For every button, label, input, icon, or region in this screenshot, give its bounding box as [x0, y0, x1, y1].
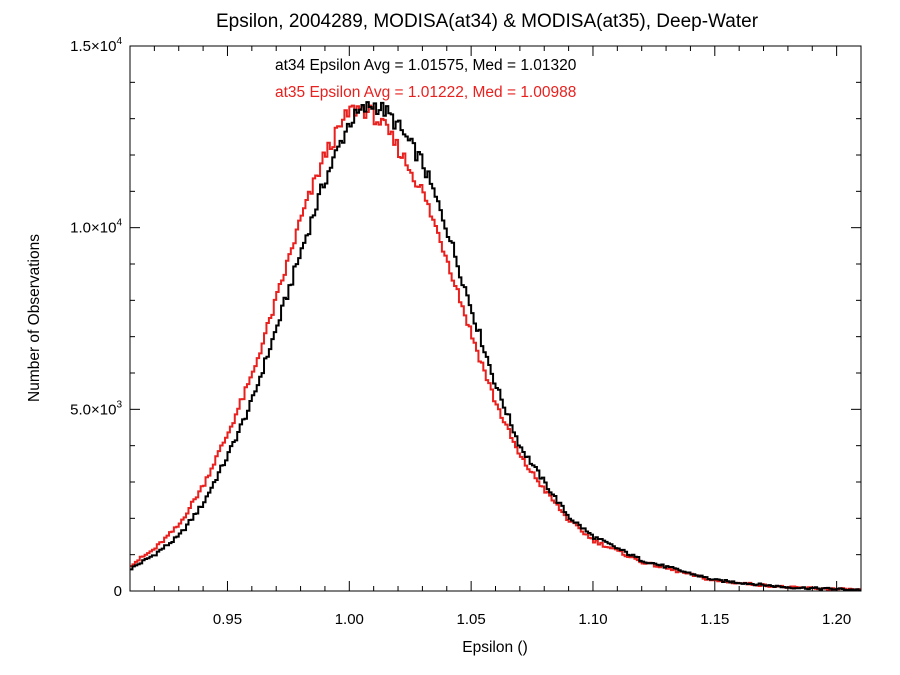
y-axis-label: Number of Observations: [26, 234, 43, 402]
y-tick-label: 0: [114, 583, 122, 600]
x-tick-label: 1.20: [822, 611, 851, 628]
y-tick-mantissa: 1.0×10: [70, 220, 116, 237]
y-tick-exponent: 4: [116, 218, 122, 229]
y-tick-mantissa: 1.5×10: [70, 38, 116, 55]
y-tick-mantissa: 5.0×10: [70, 401, 116, 418]
y-tick-label: 1.5×104: [70, 36, 122, 55]
annotation-at35: at35 Epsilon Avg = 1.01222, Med = 1.0098…: [275, 84, 576, 101]
series-at34-line: [130, 101, 861, 592]
chart-title: Epsilon, 2004289, MODISA(at34) & MODISA(…: [216, 11, 759, 32]
x-tick-label: 1.00: [335, 611, 364, 628]
x-axis-label: Epsilon (): [462, 639, 527, 656]
y-tick-exponent: 4: [116, 36, 122, 47]
x-tick-label: 1.05: [457, 611, 486, 628]
y-tick-exponent: 3: [116, 399, 122, 410]
x-tick-label: 1.10: [578, 611, 607, 628]
annotation-at34: at34 Epsilon Avg = 1.01575, Med = 1.0132…: [275, 57, 577, 74]
y-tick-label: 1.0×104: [70, 218, 122, 237]
ticks-layer: 0.95 1.00 1.05 1.10 1.15 1.2005.0×1031.0×1041…: [70, 36, 862, 628]
x-tick-label: 0.95: [213, 611, 242, 628]
series-layer: [130, 101, 861, 592]
y-tick-mantissa: 0: [114, 583, 122, 600]
x-tick-label: 1.15: [700, 611, 729, 628]
y-tick-label: 5.0×103: [70, 399, 122, 418]
